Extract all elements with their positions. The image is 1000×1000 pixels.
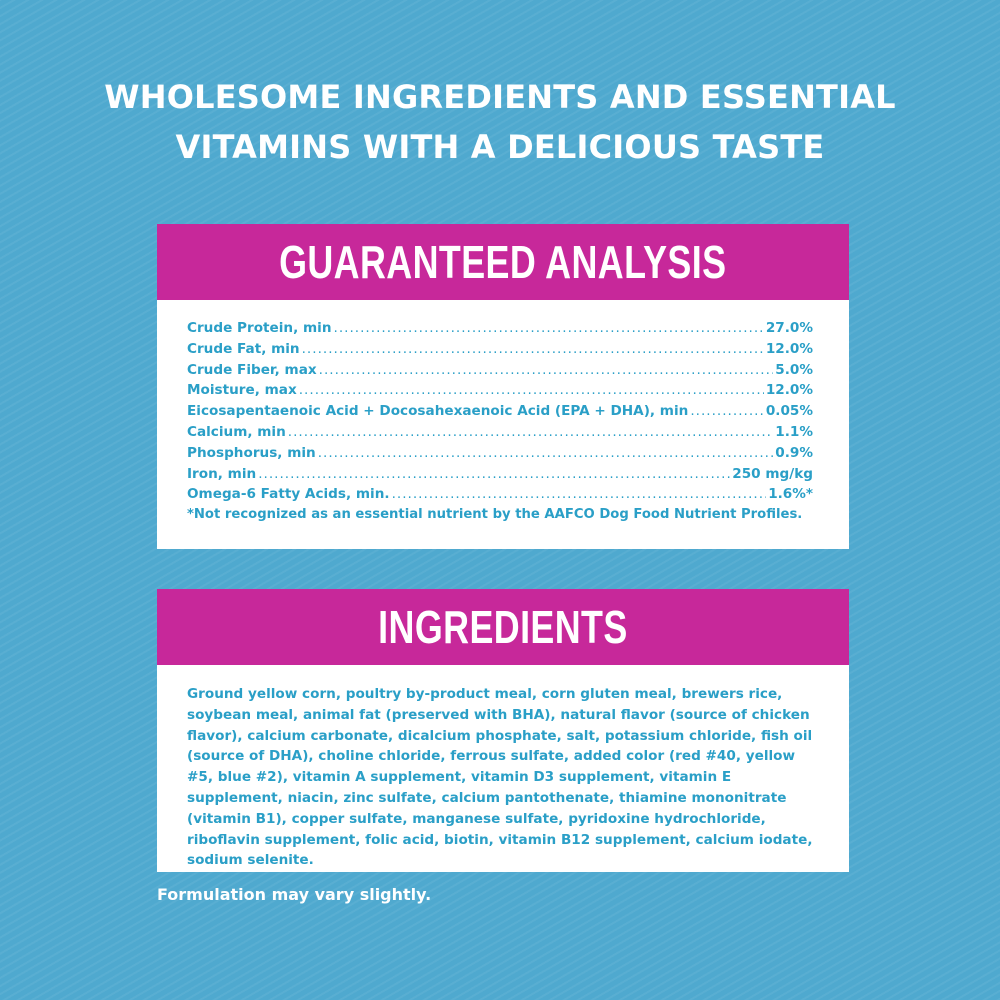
ingredients-title: INGREDIENTS bbox=[378, 601, 628, 653]
dot-leader bbox=[288, 422, 774, 443]
analysis-row-label: Phosphorus, min bbox=[187, 444, 316, 461]
analysis-row: Phosphorus, min 0.9% bbox=[187, 443, 813, 464]
analysis-row-value: 12.0% bbox=[765, 340, 813, 357]
analysis-row-label: Omega-6 Fatty Acids, min. bbox=[187, 486, 390, 503]
ingredients-text: Ground yellow corn, poultry by-product m… bbox=[187, 686, 813, 869]
headline: WHOLESOME INGREDIENTS AND ESSENTIAL VITA… bbox=[0, 72, 1000, 172]
analysis-row: Iron, min 250 mg/kg bbox=[187, 464, 813, 485]
analysis-row-label: Crude Fat, min bbox=[187, 340, 300, 357]
analysis-row: Crude Fiber, max 5.0% bbox=[187, 360, 813, 381]
analysis-row: Moisture, max 12.0% bbox=[187, 380, 813, 401]
dot-leader bbox=[318, 443, 774, 464]
dot-leader bbox=[302, 339, 764, 360]
analysis-row: Calcium, min 1.1% bbox=[187, 422, 813, 443]
analysis-row-label: Moisture, max bbox=[187, 382, 297, 399]
guaranteed-analysis-title: GUARANTEED ANALYSIS bbox=[279, 236, 727, 288]
dot-leader bbox=[392, 484, 767, 505]
analysis-row: Crude Protein, min 27.0% bbox=[187, 318, 813, 339]
dot-leader bbox=[299, 380, 764, 401]
analysis-row-value: 0.9% bbox=[775, 444, 813, 461]
dot-leader bbox=[690, 401, 764, 422]
analysis-row-value: 12.0% bbox=[765, 382, 813, 399]
analysis-footnote: *Not recognized as an essential nutrient… bbox=[187, 507, 803, 523]
dot-leader bbox=[334, 318, 764, 339]
analysis-row: Eicosapentaenoic Acid + Docosahexaenoic … bbox=[187, 401, 813, 422]
ingredients-panel: INGREDIENTS Ground yellow corn, poultry … bbox=[157, 589, 849, 872]
analysis-row-value: 1.1% bbox=[775, 423, 813, 440]
analysis-row-label: Iron, min bbox=[187, 465, 257, 482]
formulation-note: Formulation may vary slightly. bbox=[157, 885, 432, 904]
analysis-row-value: 27.0% bbox=[765, 320, 813, 336]
analysis-row-value: 5.0% bbox=[775, 361, 813, 378]
guaranteed-analysis-panel: GUARANTEED ANALYSIS Crude Protein, min 2… bbox=[157, 224, 849, 549]
dot-leader bbox=[258, 464, 730, 485]
ingredients-header: INGREDIENTS bbox=[157, 589, 849, 665]
analysis-row: Crude Fat, min 12.0% bbox=[187, 339, 813, 360]
analysis-row-label: Calcium, min bbox=[187, 423, 286, 440]
headline-line-2: VITAMINS WITH A DELICIOUS TASTE bbox=[175, 128, 825, 166]
analysis-row-label: Eicosapentaenoic Acid + Docosahexaenoic … bbox=[187, 403, 689, 420]
analysis-table: Crude Protein, min 27.0% Crude Fat, min … bbox=[157, 300, 849, 526]
analysis-row-value: 250 mg/kg bbox=[732, 465, 813, 482]
analysis-row: Omega-6 Fatty Acids, min. 1.6%* bbox=[187, 484, 813, 505]
analysis-row-value: 1.6%* bbox=[768, 486, 813, 503]
guaranteed-analysis-header: GUARANTEED ANALYSIS bbox=[157, 224, 849, 300]
dot-leader bbox=[319, 360, 774, 381]
analysis-row-label: Crude Fiber, max bbox=[187, 361, 317, 378]
analysis-row-label: Crude Protein, min bbox=[187, 320, 332, 336]
analysis-row-value: 0.05% bbox=[765, 403, 813, 420]
headline-line-1: WHOLESOME INGREDIENTS AND ESSENTIAL bbox=[104, 78, 896, 116]
